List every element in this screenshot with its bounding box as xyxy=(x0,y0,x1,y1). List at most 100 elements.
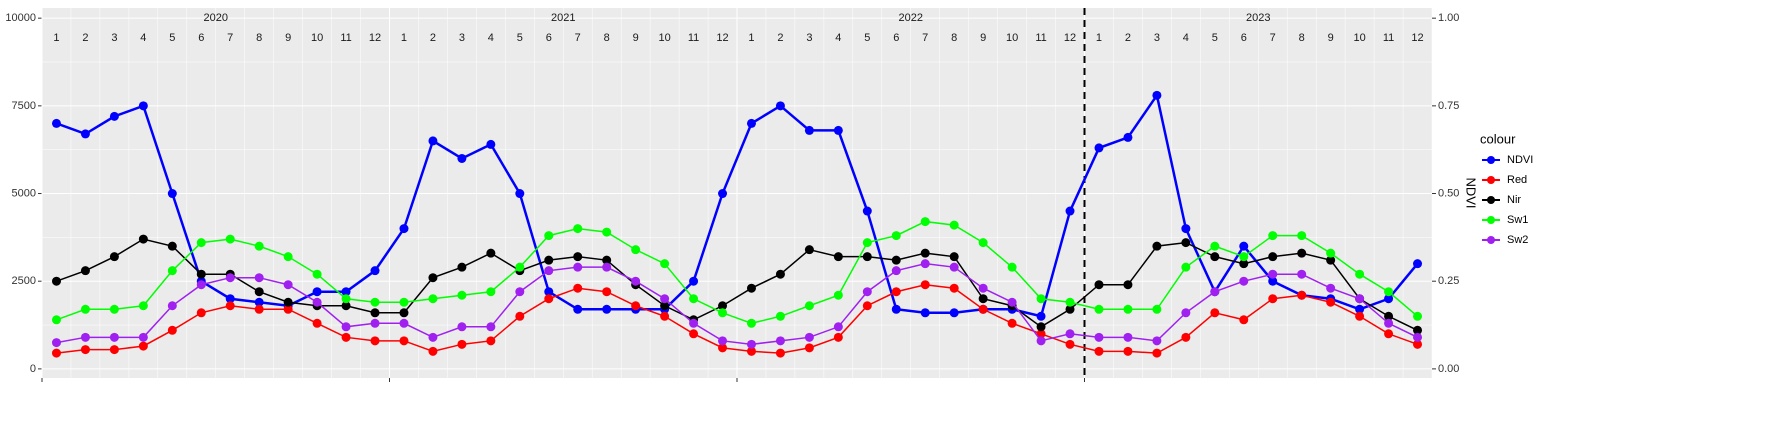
data-point xyxy=(1268,294,1278,304)
data-point xyxy=(775,269,785,279)
data-point xyxy=(428,136,438,146)
data-point xyxy=(804,301,814,311)
data-point xyxy=(399,224,409,234)
data-point xyxy=(1413,259,1423,269)
data-point xyxy=(775,336,785,346)
data-point xyxy=(573,262,583,272)
data-point xyxy=(891,266,901,276)
data-point xyxy=(283,304,293,314)
data-point xyxy=(109,304,119,314)
data-point xyxy=(573,304,583,314)
month-label: 9 xyxy=(285,32,291,44)
data-point xyxy=(51,348,61,358)
data-point xyxy=(457,339,467,349)
data-point xyxy=(1065,339,1075,349)
data-point xyxy=(1152,348,1162,358)
data-point xyxy=(1123,304,1133,314)
data-point xyxy=(1355,311,1365,321)
month-label: 5 xyxy=(864,32,870,44)
data-point xyxy=(1239,252,1249,262)
month-label: 8 xyxy=(951,32,957,44)
data-point xyxy=(602,227,612,237)
data-point xyxy=(196,269,206,279)
data-point xyxy=(544,231,554,241)
data-point xyxy=(1210,287,1220,297)
data-point xyxy=(167,266,177,276)
data-point xyxy=(225,273,235,283)
data-point xyxy=(457,262,467,272)
data-point xyxy=(602,287,612,297)
data-point xyxy=(428,294,438,304)
data-point xyxy=(1268,276,1278,286)
data-point xyxy=(833,252,843,262)
data-point xyxy=(399,297,409,307)
data-point xyxy=(920,217,930,227)
data-point xyxy=(1123,132,1133,142)
data-point xyxy=(370,297,380,307)
data-point xyxy=(138,301,148,311)
data-point xyxy=(283,252,293,262)
data-point xyxy=(428,273,438,283)
data-point xyxy=(1239,276,1249,286)
month-label: 6 xyxy=(546,32,552,44)
data-point xyxy=(1413,311,1423,321)
data-point xyxy=(283,297,293,307)
data-point xyxy=(862,252,872,262)
data-point xyxy=(1268,231,1278,241)
data-point xyxy=(891,287,901,297)
data-point xyxy=(515,287,525,297)
data-point xyxy=(51,118,61,128)
data-point xyxy=(689,318,699,328)
data-point xyxy=(1326,297,1336,307)
data-point xyxy=(80,332,90,342)
data-point xyxy=(1065,297,1075,307)
data-point xyxy=(1036,329,1046,339)
legend-label: Sw1 xyxy=(1507,214,1528,226)
data-point xyxy=(457,153,467,163)
data-point xyxy=(804,245,814,255)
data-point xyxy=(1413,332,1423,342)
data-point xyxy=(718,189,728,199)
data-point xyxy=(515,262,525,272)
data-point xyxy=(1384,294,1394,304)
data-point xyxy=(602,255,612,265)
data-point xyxy=(602,262,612,272)
data-point xyxy=(1384,311,1394,321)
data-point xyxy=(978,238,988,248)
month-label: 11 xyxy=(688,32,699,44)
data-point xyxy=(428,346,438,356)
data-point xyxy=(341,294,351,304)
month-label: 12 xyxy=(716,32,728,44)
data-point xyxy=(1181,332,1191,342)
data-point xyxy=(1239,259,1249,269)
data-point xyxy=(486,139,496,149)
data-point xyxy=(718,343,728,353)
data-point xyxy=(1152,90,1162,100)
series xyxy=(51,217,1423,328)
data-point xyxy=(515,311,525,321)
data-point xyxy=(1181,238,1191,248)
data-point xyxy=(1065,329,1075,339)
month-label: 10 xyxy=(311,32,323,44)
data-point xyxy=(920,308,930,318)
data-point xyxy=(660,259,670,269)
data-point xyxy=(602,304,612,314)
data-point xyxy=(544,287,554,297)
month-label: 7 xyxy=(227,32,233,44)
y-tick-label: 10000 xyxy=(5,12,36,24)
month-label: 8 xyxy=(604,32,610,44)
data-point xyxy=(1007,297,1017,307)
month-label: 11 xyxy=(340,32,351,44)
data-point xyxy=(631,301,641,311)
data-point xyxy=(573,283,583,293)
data-point xyxy=(370,318,380,328)
y2-tick-label: 0.50 xyxy=(1438,187,1459,199)
data-point xyxy=(1181,224,1191,234)
month-label: 7 xyxy=(922,32,928,44)
month-label: 1 xyxy=(53,32,59,44)
series-line xyxy=(56,262,1418,346)
data-point xyxy=(1326,255,1336,265)
data-point xyxy=(949,283,959,293)
month-label: 3 xyxy=(806,32,812,44)
month-label: 2 xyxy=(1125,32,1131,44)
